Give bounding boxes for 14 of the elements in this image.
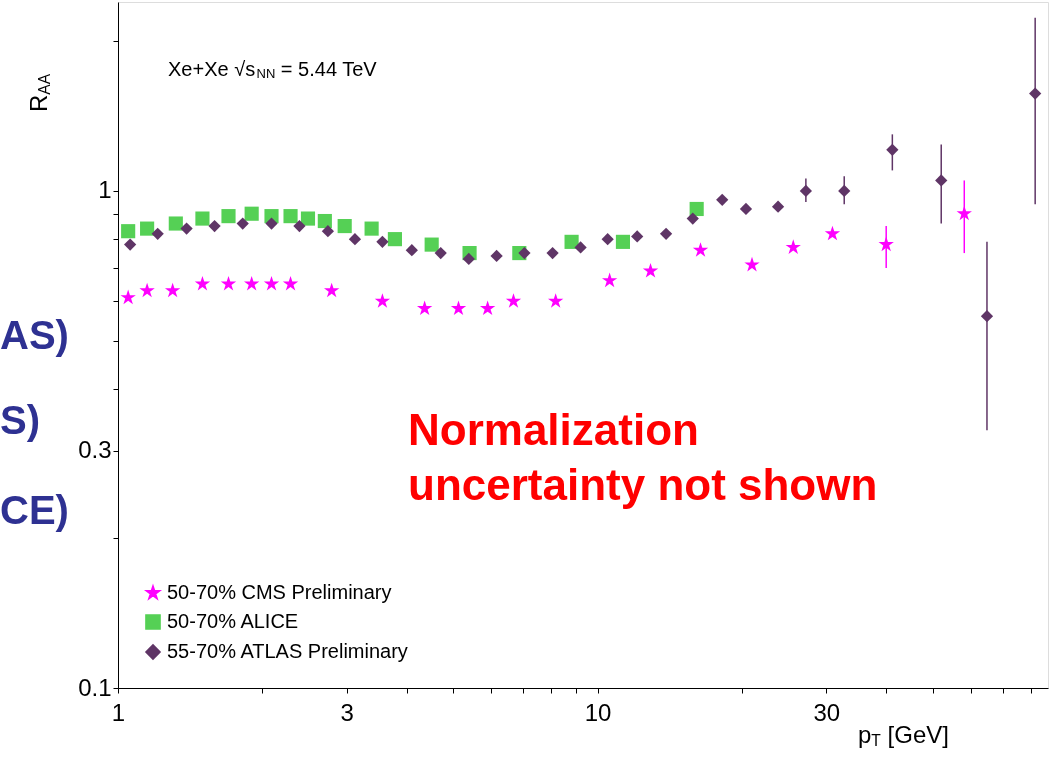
y-tick-label: 0.3	[78, 436, 112, 464]
text: CE)	[0, 488, 69, 532]
y-tick-label: 1	[98, 176, 112, 204]
x-tick-label: 3	[340, 698, 354, 726]
legend-label: 50-70% ALICE	[167, 610, 299, 632]
annotation: Normalization uncertainty not shown	[408, 405, 878, 509]
text: S)	[0, 398, 40, 442]
legend-label: 55-70% ATLAS Preliminary	[167, 640, 408, 662]
text: AS)	[0, 313, 69, 357]
x-tick-label: 30	[813, 698, 841, 726]
y-axis-title: RAA	[25, 73, 54, 112]
legend-label: 50-70% CMS Preliminary	[167, 581, 392, 603]
y-tick-label: 0.1	[78, 673, 112, 701]
x-tick-label: 10	[584, 698, 612, 726]
